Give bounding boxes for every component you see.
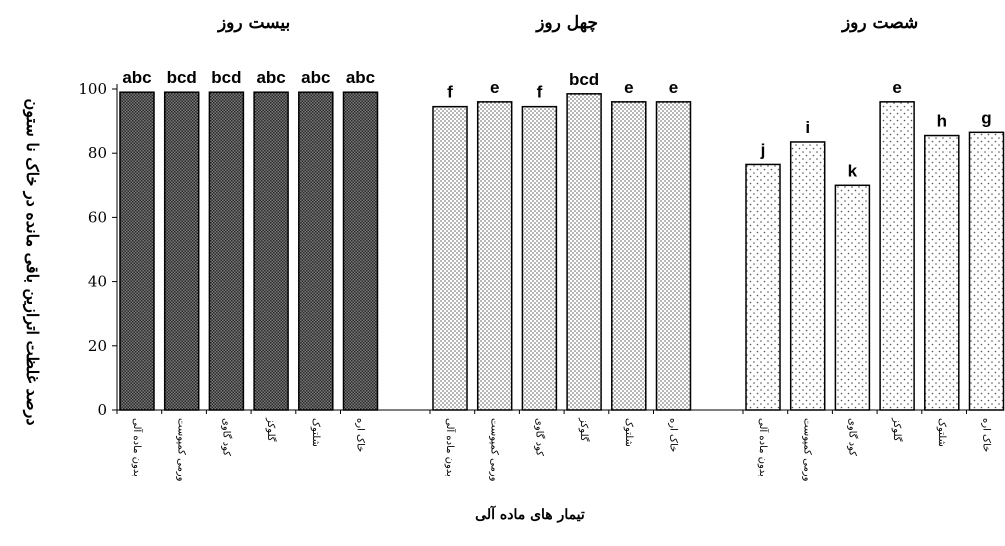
y-tick-label: 80 — [88, 144, 107, 162]
bar — [119, 91, 155, 411]
group-title: بیست روز — [216, 13, 290, 33]
bar — [253, 91, 289, 411]
bar — [879, 101, 915, 411]
bar-letter-label: abc — [256, 68, 285, 87]
bar-letter-label: e — [892, 78, 901, 97]
x-category-label: خاک اره — [355, 418, 366, 452]
bar-letter-label: abc — [346, 68, 375, 87]
bar — [834, 184, 871, 411]
group-title: شصت روز — [840, 13, 918, 33]
y-tick-label: 60 — [88, 208, 107, 226]
x-category-label: شلتوک — [936, 418, 947, 447]
bar — [968, 131, 1005, 411]
y-tick-label: 100 — [78, 80, 107, 98]
bar — [745, 163, 781, 411]
bar-letter-label: bcd — [569, 70, 599, 89]
y-tick-label: 40 — [88, 273, 107, 291]
x-category-label: خاک اره — [668, 418, 679, 452]
group-title: چهل روز — [534, 13, 598, 33]
bar-letter-label: j — [760, 140, 766, 159]
bar — [566, 93, 602, 411]
x-category-label: ورمی کمپوست — [802, 418, 813, 482]
bar — [342, 91, 379, 411]
bar-letter-label: e — [669, 78, 678, 97]
y-axis: 0 20 40 60 80 100 — [78, 80, 118, 419]
bar-letter-label: f — [537, 83, 543, 102]
bar — [432, 105, 468, 411]
bar-letter-label: e — [624, 78, 633, 97]
y-tick-label: 0 — [97, 401, 107, 419]
bar — [208, 91, 245, 411]
bar — [924, 134, 960, 411]
bar-letter-label: abc — [301, 68, 330, 87]
x-category-label: خاک اره — [981, 418, 992, 452]
x-category-label: کود گاوی — [533, 418, 545, 456]
bar — [298, 91, 334, 411]
bar-letter-label: e — [490, 78, 499, 97]
bar — [789, 141, 826, 411]
bar-letter-label: abc — [122, 68, 151, 87]
bar-group: چهل روز f e f bcd e e — [432, 13, 692, 411]
bar — [655, 101, 692, 411]
x-axis-label: تیمار های ماده آلی — [475, 505, 585, 523]
bar-letter-label: g — [981, 108, 991, 127]
bar-group: شصت روز j i k e h g — [745, 13, 1005, 411]
bar — [476, 101, 513, 411]
x-category-label: کود گاوی — [220, 418, 232, 456]
bar-letter-label: f — [447, 83, 453, 102]
bar — [521, 105, 558, 411]
x-axis: بدون ماده آلی ورمی کمپوست کود گاوی گلوکز شلت… — [116, 409, 1003, 482]
bar-letter-label: bcd — [167, 68, 197, 87]
x-category-label: بدون ماده آلی — [757, 418, 770, 477]
x-category-label: بدون ماده آلی — [131, 418, 144, 477]
x-category-label: گلوکز — [265, 417, 277, 442]
x-category-label: گلوکز — [891, 417, 903, 442]
x-category-label: شلتوک — [623, 418, 634, 447]
x-category-label: گلوکز — [578, 417, 590, 442]
bar-letter-label: h — [937, 112, 947, 131]
bar — [163, 91, 200, 411]
y-tick-label: 20 — [88, 337, 107, 355]
bar-letter-label: k — [848, 161, 858, 180]
bar-letter-label: bcd — [211, 68, 241, 87]
x-category-label: ورمی کمپوست — [176, 418, 187, 482]
x-category-label: ورمی کمپوست — [489, 418, 500, 482]
bar-letter-label: i — [805, 118, 810, 137]
x-category-label: کود گاوی — [846, 418, 858, 456]
bar — [611, 101, 647, 411]
y-axis-label: درصد غلظت اترازین باقی مانده در خاک نا س… — [22, 99, 42, 426]
x-category-label: بدون ماده آلی — [444, 418, 457, 477]
x-category-label: شلتوک — [310, 418, 321, 447]
